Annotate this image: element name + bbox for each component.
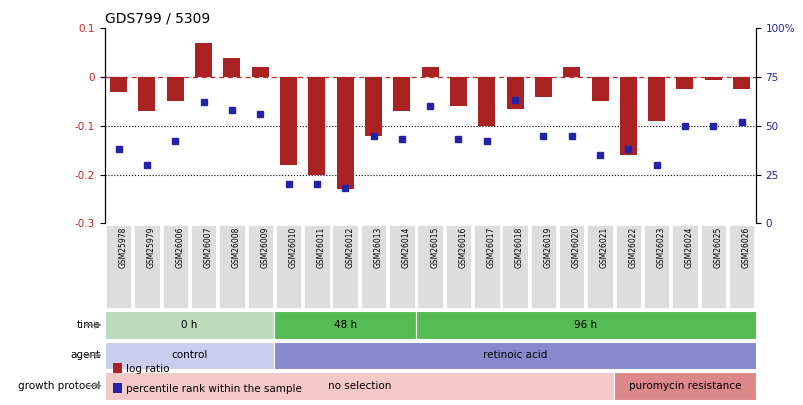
Text: GSM25979: GSM25979 [147, 227, 156, 268]
Bar [195, 43, 212, 77]
Text: GSM26009: GSM26009 [260, 227, 269, 268]
Text: GSM26025: GSM26025 [712, 227, 721, 268]
Bar [591, 77, 608, 102]
Text: agent: agent [70, 350, 100, 360]
FancyBboxPatch shape [134, 225, 160, 308]
Text: GSM26022: GSM26022 [628, 227, 637, 268]
Bar [450, 77, 467, 107]
FancyBboxPatch shape [219, 225, 244, 308]
Text: GSM26015: GSM26015 [430, 227, 438, 268]
Text: GSM26018: GSM26018 [515, 227, 524, 268]
Text: GSM26016: GSM26016 [458, 227, 467, 268]
Text: percentile rank within the sample: percentile rank within the sample [126, 384, 302, 394]
FancyBboxPatch shape [106, 225, 131, 308]
FancyBboxPatch shape [104, 372, 613, 400]
Bar [619, 77, 636, 155]
FancyBboxPatch shape [671, 225, 697, 308]
Text: GDS799 / 5309: GDS799 / 5309 [104, 12, 210, 26]
FancyBboxPatch shape [332, 225, 357, 308]
FancyBboxPatch shape [104, 341, 274, 369]
Bar [506, 77, 523, 109]
Text: GSM26019: GSM26019 [543, 227, 552, 268]
Bar [534, 77, 551, 96]
FancyBboxPatch shape [474, 225, 499, 308]
Text: GSM26012: GSM26012 [344, 227, 354, 268]
Bar [223, 58, 240, 77]
Bar [279, 77, 296, 165]
FancyBboxPatch shape [615, 225, 640, 308]
FancyBboxPatch shape [699, 225, 725, 308]
Text: GSM26021: GSM26021 [599, 227, 608, 268]
Text: retinoic acid: retinoic acid [483, 350, 547, 360]
FancyBboxPatch shape [728, 225, 753, 308]
Bar [647, 77, 664, 121]
FancyBboxPatch shape [613, 372, 755, 400]
Bar [110, 77, 127, 92]
FancyBboxPatch shape [104, 311, 274, 339]
Bar [308, 77, 325, 175]
Text: 96 h: 96 h [573, 320, 597, 330]
Text: GSM26023: GSM26023 [656, 227, 665, 268]
Bar [166, 77, 184, 102]
Text: GSM26007: GSM26007 [203, 227, 212, 268]
Text: GSM26024: GSM26024 [684, 227, 693, 268]
FancyBboxPatch shape [530, 225, 556, 308]
FancyBboxPatch shape [445, 225, 471, 308]
Bar [704, 77, 721, 79]
Text: GSM26013: GSM26013 [373, 227, 382, 268]
FancyBboxPatch shape [643, 225, 669, 308]
FancyBboxPatch shape [361, 225, 385, 308]
FancyBboxPatch shape [502, 225, 527, 308]
Text: GSM26008: GSM26008 [231, 227, 241, 268]
Bar [365, 77, 381, 136]
FancyBboxPatch shape [417, 225, 442, 308]
Bar [478, 77, 495, 126]
Text: control: control [171, 350, 207, 360]
Text: GSM26026: GSM26026 [740, 227, 750, 268]
FancyBboxPatch shape [274, 311, 415, 339]
Bar [675, 77, 693, 89]
Text: growth protocol: growth protocol [18, 381, 100, 391]
Text: log ratio: log ratio [126, 364, 169, 373]
Text: GSM26020: GSM26020 [571, 227, 580, 268]
Bar [251, 67, 268, 77]
Bar [336, 77, 353, 189]
Bar [138, 77, 155, 111]
FancyBboxPatch shape [415, 311, 755, 339]
Text: GSM26011: GSM26011 [316, 227, 325, 268]
FancyBboxPatch shape [586, 225, 612, 308]
Bar [393, 77, 410, 111]
Text: 0 h: 0 h [181, 320, 198, 330]
Bar [421, 67, 438, 77]
Text: GSM26010: GSM26010 [288, 227, 297, 268]
Text: no selection: no selection [328, 381, 390, 391]
Text: GSM26017: GSM26017 [486, 227, 495, 268]
FancyBboxPatch shape [389, 225, 414, 308]
Text: time: time [76, 320, 100, 330]
Bar [732, 77, 749, 89]
FancyBboxPatch shape [274, 341, 755, 369]
FancyBboxPatch shape [190, 225, 216, 308]
Text: puromycin resistance: puromycin resistance [628, 381, 740, 391]
Text: GSM26014: GSM26014 [402, 227, 410, 268]
FancyBboxPatch shape [247, 225, 273, 308]
Bar [563, 67, 580, 77]
FancyBboxPatch shape [275, 225, 301, 308]
FancyBboxPatch shape [304, 225, 329, 308]
Text: GSM25978: GSM25978 [119, 227, 128, 268]
FancyBboxPatch shape [558, 225, 584, 308]
Text: GSM26006: GSM26006 [175, 227, 184, 268]
Text: 48 h: 48 h [333, 320, 357, 330]
FancyBboxPatch shape [162, 225, 188, 308]
